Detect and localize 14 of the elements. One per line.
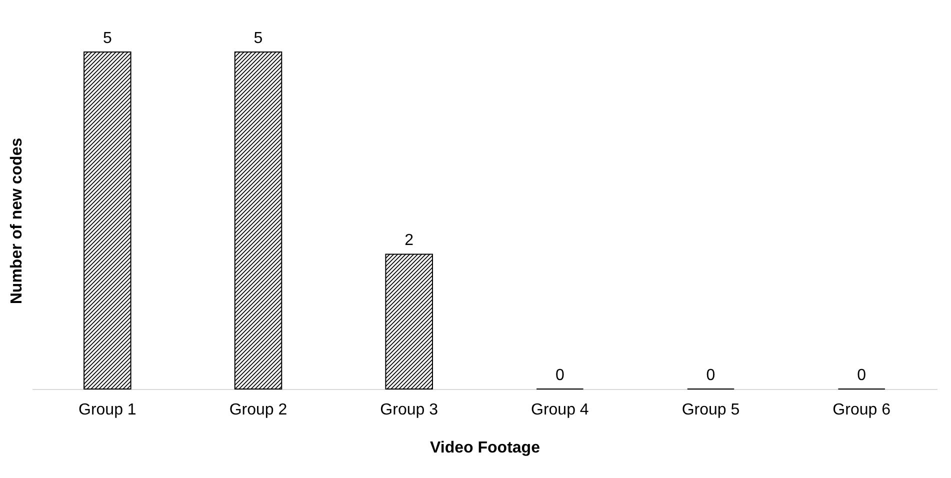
- data-label: 5: [254, 30, 263, 47]
- x-axis-title: Video Footage: [430, 440, 540, 456]
- x-tick-label: Group 3: [380, 402, 438, 418]
- x-tick-label: Group 6: [832, 402, 891, 418]
- x-tick-label: Group 2: [229, 402, 288, 418]
- x-tick-label: Group 4: [531, 402, 589, 418]
- data-label: 2: [404, 232, 414, 250]
- x-tick-label: Group 1: [78, 402, 136, 418]
- y-axis-title: Number of new codes: [8, 138, 26, 304]
- data-label: 5: [102, 30, 112, 47]
- data-label: 0: [555, 367, 564, 384]
- x-tick-label: Group 5: [682, 402, 740, 418]
- data-label: 0: [706, 367, 716, 384]
- data-label: 0: [857, 367, 866, 384]
